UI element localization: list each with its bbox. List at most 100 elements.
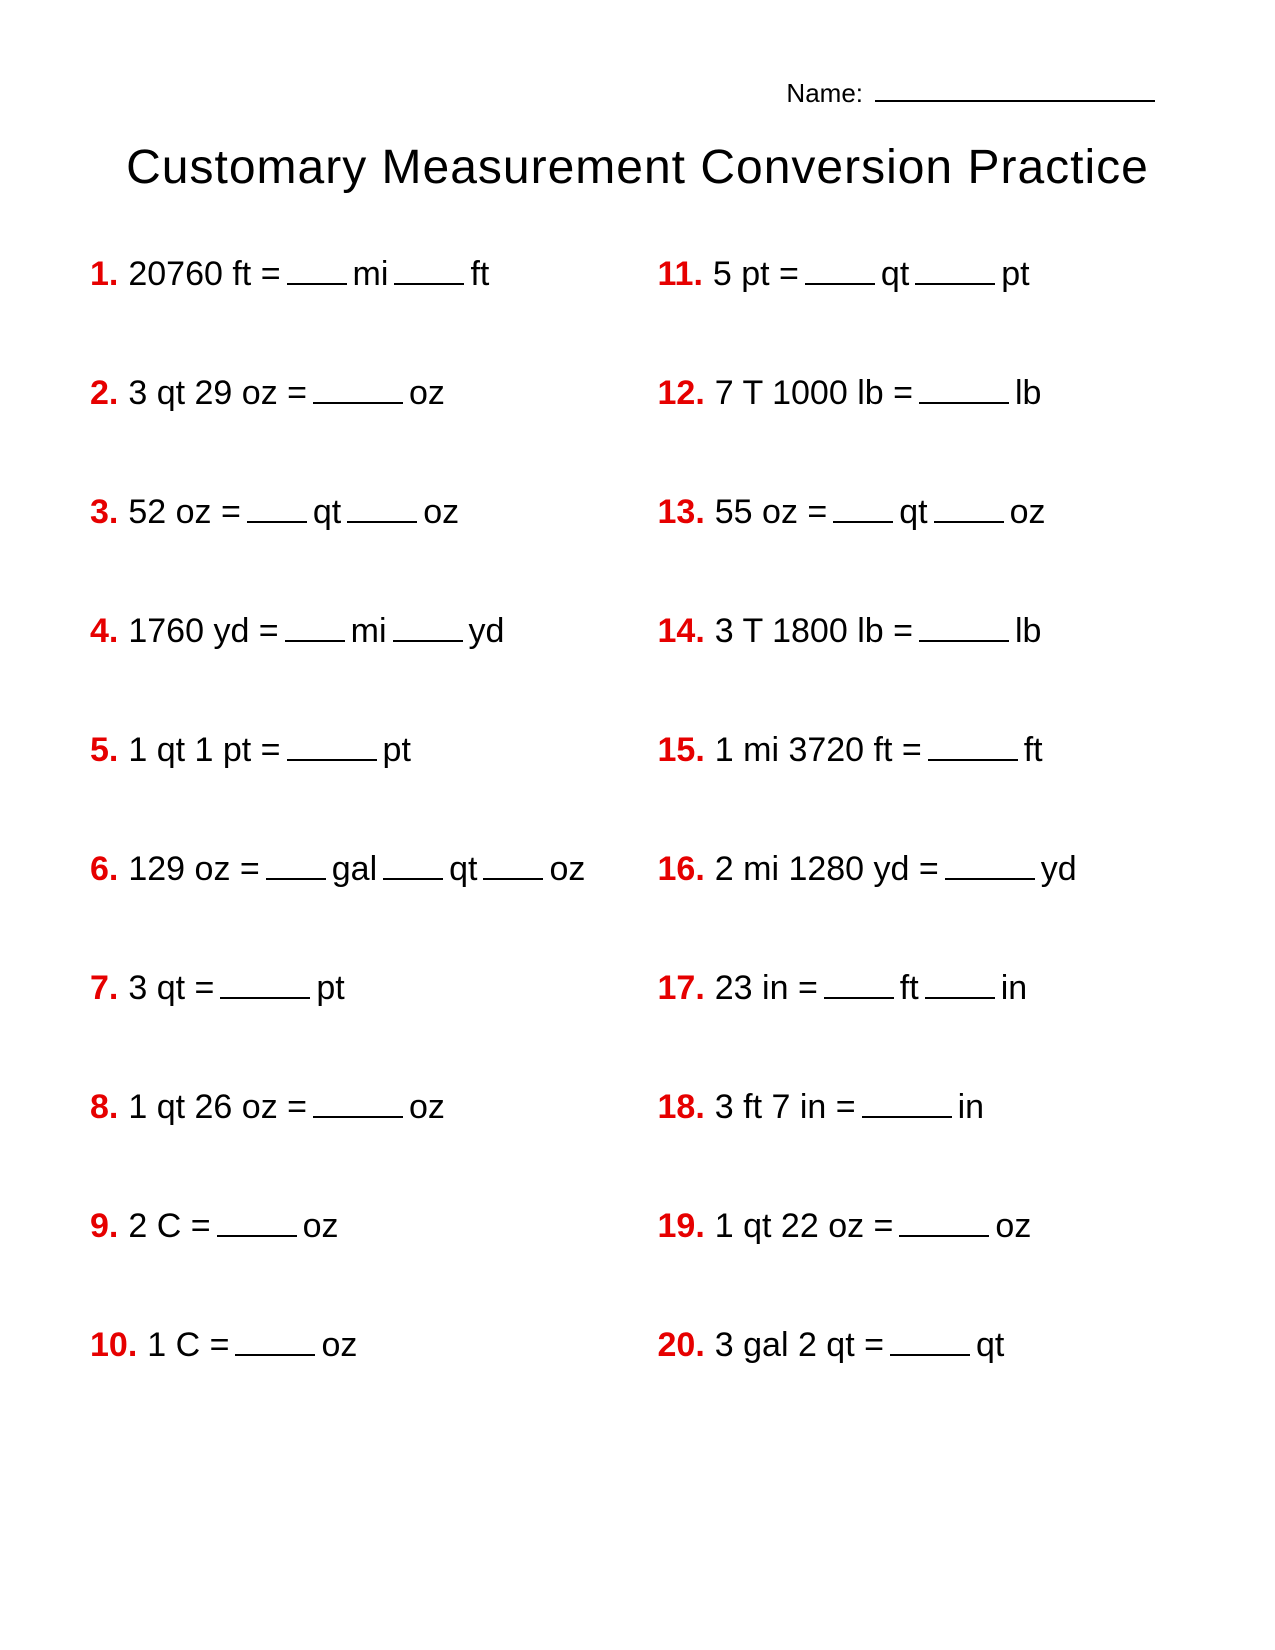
problem-number: 6.: [90, 850, 118, 889]
answer-blank[interactable]: [313, 1089, 403, 1118]
answer-blank[interactable]: [945, 851, 1035, 880]
problem-text: 5 pt =: [713, 255, 799, 294]
problem-text: 52 oz =: [128, 493, 240, 532]
problem-text: oz: [409, 374, 445, 413]
problem-number: 16.: [658, 850, 705, 889]
problem-text: ft: [470, 255, 489, 294]
answer-blank[interactable]: [934, 494, 1004, 523]
problem-text: yd: [1041, 850, 1077, 889]
problem-row: 14. 3 T 1800 lb = lb: [658, 612, 1186, 651]
answer-blank[interactable]: [287, 732, 377, 761]
problem-text: in: [958, 1088, 984, 1127]
problem-text: oz: [423, 493, 459, 532]
problem-number: 20.: [658, 1326, 705, 1365]
problem-row: 19. 1 qt 22 oz = oz: [658, 1207, 1186, 1246]
answer-blank[interactable]: [313, 375, 403, 404]
problem-number: 14.: [658, 612, 705, 651]
answer-blank[interactable]: [925, 970, 995, 999]
problem-row: 18.3 ft 7 in = in: [658, 1088, 1186, 1127]
answer-blank[interactable]: [285, 613, 345, 642]
problem-number: 10.: [90, 1326, 137, 1365]
problem-number: 12.: [658, 374, 705, 413]
problem-number: 3.: [90, 493, 118, 532]
answer-blank[interactable]: [899, 1208, 989, 1237]
problem-text: 2 mi 1280 yd =: [715, 850, 939, 889]
problem-text: qt: [313, 493, 341, 532]
problem-text: qt: [899, 493, 927, 532]
problem-columns: 1. 20760 ft = mi ft 2.3 qt 29 oz = oz 3. 52 …: [90, 255, 1185, 1445]
problem-text: 3 qt =: [128, 969, 214, 1008]
problem-text: oz: [303, 1207, 339, 1246]
problem-text: lb: [1015, 612, 1041, 651]
name-blank[interactable]: [875, 100, 1155, 102]
problem-text: oz: [409, 1088, 445, 1127]
problem-text: 1 qt 22 oz =: [715, 1207, 894, 1246]
answer-blank[interactable]: [483, 851, 543, 880]
answer-blank[interactable]: [862, 1089, 952, 1118]
problem-text: 7 T 1000 lb =: [715, 374, 913, 413]
problem-text: oz: [995, 1207, 1031, 1246]
problem-row: 15.1 mi 3720 ft = ft: [658, 731, 1186, 770]
problem-number: 15.: [658, 731, 705, 770]
name-label: Name:: [786, 78, 863, 109]
problem-text: gal: [332, 850, 377, 889]
answer-blank[interactable]: [928, 732, 1018, 761]
problem-text: oz: [549, 850, 585, 889]
answer-blank[interactable]: [247, 494, 307, 523]
problem-row: 12. 7 T 1000 lb = lb: [658, 374, 1186, 413]
problem-row: 5.1 qt 1 pt = pt: [90, 731, 618, 770]
problem-text: 1 qt 26 oz =: [128, 1088, 307, 1127]
answer-blank[interactable]: [805, 256, 875, 285]
problem-text: yd: [469, 612, 505, 651]
problem-row: 2.3 qt 29 oz = oz: [90, 374, 618, 413]
answer-blank[interactable]: [919, 375, 1009, 404]
answer-blank[interactable]: [890, 1327, 970, 1356]
problem-row: 4.1760 yd = mi yd: [90, 612, 618, 651]
answer-blank[interactable]: [824, 970, 894, 999]
problem-text: lb: [1015, 374, 1041, 413]
problem-row: 13. 55 oz = qt oz: [658, 493, 1186, 532]
problem-number: 19.: [658, 1207, 705, 1246]
answer-blank[interactable]: [235, 1327, 315, 1356]
answer-blank[interactable]: [919, 613, 1009, 642]
answer-blank[interactable]: [383, 851, 443, 880]
right-column: 11.5 pt = qt pt12.7 T 1000 lb = lb13.55 …: [658, 255, 1186, 1445]
problem-text: 3 gal 2 qt =: [715, 1326, 884, 1365]
answer-blank[interactable]: [287, 256, 347, 285]
problem-number: 5.: [90, 731, 118, 770]
problem-row: 10.1 C = oz: [90, 1326, 618, 1365]
problem-text: qt: [881, 255, 909, 294]
problem-number: 1.: [90, 255, 118, 294]
problem-text: 20760 ft =: [128, 255, 280, 294]
problem-text: 3 T 1800 lb =: [715, 612, 913, 651]
problem-text: oz: [1010, 493, 1046, 532]
problem-text: 129 oz =: [128, 850, 259, 889]
answer-blank[interactable]: [217, 1208, 297, 1237]
problem-text: mi: [353, 255, 389, 294]
problem-number: 9.: [90, 1207, 118, 1246]
problem-row: 1. 20760 ft = mi ft: [90, 255, 618, 294]
problem-row: 20. 3 gal 2 qt = qt: [658, 1326, 1186, 1365]
answer-blank[interactable]: [266, 851, 326, 880]
problem-number: 17.: [658, 969, 705, 1008]
problem-text: 1760 yd =: [128, 612, 278, 651]
answer-blank[interactable]: [220, 970, 310, 999]
problem-text: 23 in =: [715, 969, 818, 1008]
problem-number: 4.: [90, 612, 118, 651]
problem-text: in: [1001, 969, 1027, 1008]
problem-text: 3 qt 29 oz =: [128, 374, 307, 413]
problem-row: 6. 129 oz = gal qt oz: [90, 850, 618, 889]
answer-blank[interactable]: [833, 494, 893, 523]
problem-text: qt: [449, 850, 477, 889]
problem-row: 7.3 qt = pt: [90, 969, 618, 1008]
answer-blank[interactable]: [394, 256, 464, 285]
problem-number: 13.: [658, 493, 705, 532]
answer-blank[interactable]: [393, 613, 463, 642]
problem-text: 55 oz =: [715, 493, 827, 532]
answer-blank[interactable]: [347, 494, 417, 523]
problem-text: pt: [383, 731, 411, 770]
problem-text: qt: [976, 1326, 1004, 1365]
answer-blank[interactable]: [915, 256, 995, 285]
problem-row: 17.23 in = ft in: [658, 969, 1186, 1008]
problem-text: 2 C =: [128, 1207, 210, 1246]
